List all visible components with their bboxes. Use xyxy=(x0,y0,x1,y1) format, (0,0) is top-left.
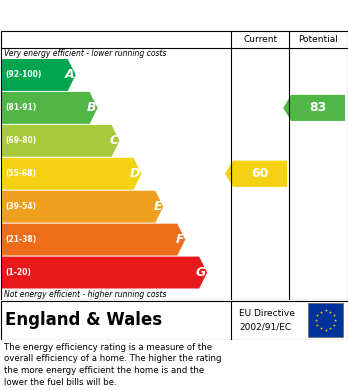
Text: Current: Current xyxy=(243,34,277,43)
Text: 2002/91/EC: 2002/91/EC xyxy=(239,323,291,332)
Text: EU Directive: EU Directive xyxy=(239,310,295,319)
Text: B: B xyxy=(87,101,97,115)
Text: E: E xyxy=(154,200,163,213)
Text: The energy efficiency rating is a measure of the
overall efficiency of a home. T: The energy efficiency rating is a measur… xyxy=(4,343,221,387)
Text: (55-68): (55-68) xyxy=(5,169,36,178)
Text: Potential: Potential xyxy=(298,34,338,43)
Bar xyxy=(308,303,343,337)
Text: A: A xyxy=(65,68,75,81)
Polygon shape xyxy=(2,224,185,256)
Polygon shape xyxy=(2,191,163,222)
Polygon shape xyxy=(283,95,345,121)
Text: England & Wales: England & Wales xyxy=(5,311,162,329)
Polygon shape xyxy=(225,161,287,187)
Polygon shape xyxy=(2,92,98,124)
Text: C: C xyxy=(109,135,119,147)
Text: (21-38): (21-38) xyxy=(5,235,36,244)
Text: (69-80): (69-80) xyxy=(5,136,36,145)
Text: (92-100): (92-100) xyxy=(5,70,41,79)
Polygon shape xyxy=(2,158,141,190)
Text: Very energy efficient - lower running costs: Very energy efficient - lower running co… xyxy=(4,49,166,58)
Text: 60: 60 xyxy=(252,167,269,180)
Text: F: F xyxy=(176,233,184,246)
Text: (81-91): (81-91) xyxy=(5,103,36,112)
Text: (39-54): (39-54) xyxy=(5,202,36,211)
Polygon shape xyxy=(2,256,207,289)
Text: D: D xyxy=(130,167,141,180)
Polygon shape xyxy=(2,125,119,157)
Text: 83: 83 xyxy=(309,101,327,115)
Text: Energy Efficiency Rating: Energy Efficiency Rating xyxy=(10,7,220,23)
Text: Not energy efficient - higher running costs: Not energy efficient - higher running co… xyxy=(4,290,166,299)
Text: G: G xyxy=(196,266,206,279)
Text: (1-20): (1-20) xyxy=(5,268,31,277)
Polygon shape xyxy=(2,59,76,91)
